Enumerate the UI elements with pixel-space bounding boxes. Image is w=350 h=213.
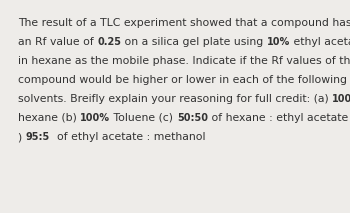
Text: an Rf value of: an Rf value of — [18, 37, 97, 47]
Text: ethyl acetate: ethyl acetate — [290, 37, 350, 47]
Text: Toluene (c): Toluene (c) — [110, 113, 177, 123]
Text: solvents. Breifly explain your reasoning for full credit: (a): solvents. Breifly explain your reasoning… — [18, 94, 332, 104]
Text: 100%: 100% — [332, 94, 350, 104]
Text: 100%: 100% — [80, 113, 110, 123]
Text: 0.25: 0.25 — [97, 37, 121, 47]
Text: ): ) — [18, 132, 26, 142]
Text: in hexane as the mobile phase. Indicate if the Rf values of the: in hexane as the mobile phase. Indicate … — [18, 56, 350, 66]
Text: compound would be higher or lower in each of the following: compound would be higher or lower in eac… — [18, 75, 347, 85]
Text: of ethyl acetate : methanol: of ethyl acetate : methanol — [50, 132, 205, 142]
Text: hexane (b): hexane (b) — [18, 113, 80, 123]
Text: of hexane : ethyl acetate (d: of hexane : ethyl acetate (d — [208, 113, 350, 123]
Text: on a silica gel plate using: on a silica gel plate using — [121, 37, 267, 47]
Text: 10%: 10% — [267, 37, 290, 47]
Text: The result of a TLC experiment showed that a compound has: The result of a TLC experiment showed th… — [18, 18, 350, 28]
Text: 50:50: 50:50 — [177, 113, 208, 123]
Text: 95:5: 95:5 — [26, 132, 50, 142]
